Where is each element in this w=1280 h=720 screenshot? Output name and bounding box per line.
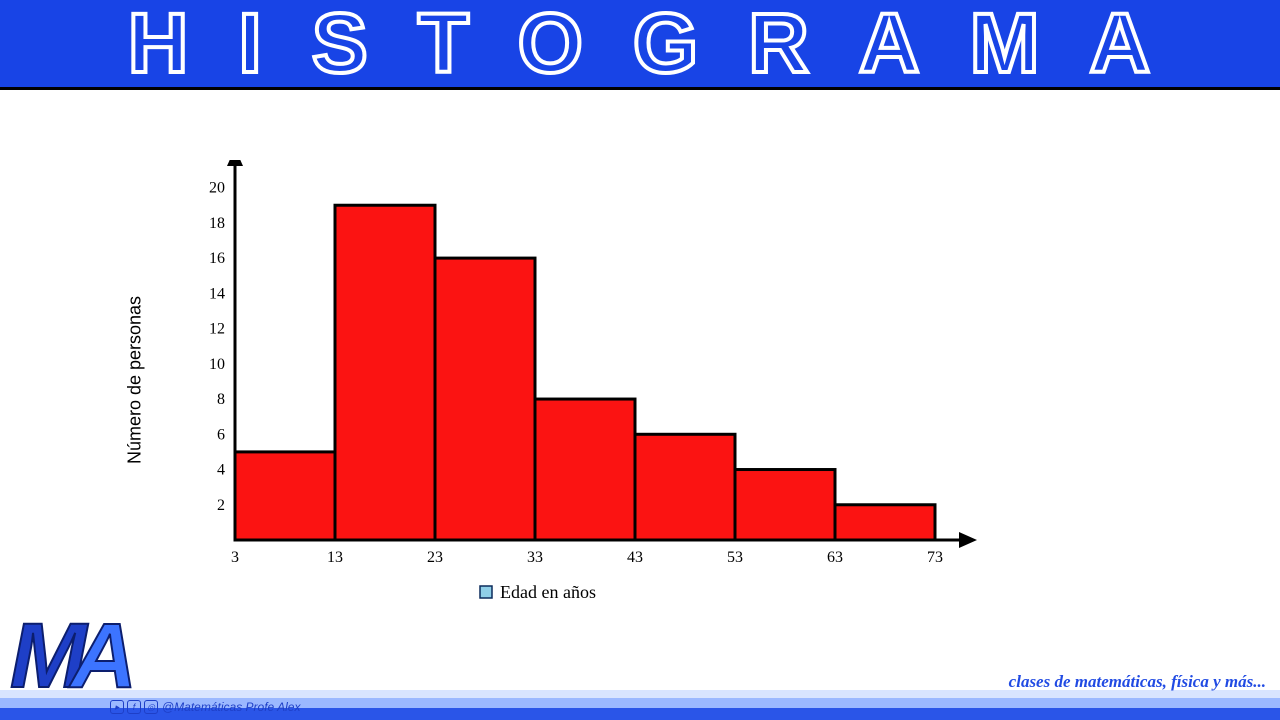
x-axis-arrow xyxy=(959,532,977,548)
page-title: HISTOGRAMA xyxy=(128,0,1200,92)
y-tick-label: 14 xyxy=(209,285,225,302)
histogram-bar xyxy=(635,434,735,540)
y-tick-label: 16 xyxy=(209,250,225,267)
channel-logo: MA xyxy=(10,604,200,714)
x-tick-label: 43 xyxy=(627,549,643,566)
y-tick-label: 8 xyxy=(217,391,225,408)
y-axis-arrow xyxy=(227,160,243,166)
x-axis-label: Edad en años xyxy=(500,582,596,602)
x-tick-label: 13 xyxy=(327,549,343,566)
histogram-chart: Número de personas 246810121416182031323… xyxy=(175,160,1005,600)
histogram-bar xyxy=(435,258,535,540)
x-tick-label: 33 xyxy=(527,549,543,566)
x-tick-label: 23 xyxy=(427,549,443,566)
social-icons: ▸ f ◎ xyxy=(110,700,158,714)
histogram-bar xyxy=(735,470,835,540)
title-banner: HISTOGRAMA xyxy=(0,0,1280,90)
social-handle: ▸ f ◎ @Matemáticas Profe Alex xyxy=(110,700,300,714)
y-tick-label: 18 xyxy=(209,215,225,232)
handle-text: @Matemáticas Profe Alex xyxy=(162,700,300,714)
y-tick-label: 4 xyxy=(217,462,225,479)
facebook-icon: f xyxy=(127,700,141,714)
x-tick-label: 53 xyxy=(727,549,743,566)
histogram-bar xyxy=(235,452,335,540)
x-tick-label: 73 xyxy=(927,549,943,566)
logo-letter-a: A xyxy=(71,605,121,707)
legend-marker xyxy=(480,586,492,598)
x-tick-label: 63 xyxy=(827,549,843,566)
footer-tagline: clases de matemáticas, física y más... xyxy=(1009,672,1266,692)
y-tick-label: 10 xyxy=(209,356,225,373)
y-tick-label: 6 xyxy=(217,426,225,443)
y-tick-label: 2 xyxy=(217,497,225,514)
logo-letter-m: M xyxy=(10,605,71,707)
chart-svg: 2 4 6 8 10 12 14 16 18 20 3 13 23 33 43 53 63 73 Edad en a… xyxy=(175,160,1005,630)
instagram-icon: ◎ xyxy=(144,700,158,714)
y-tick-label: 20 xyxy=(209,180,225,197)
histogram-bar xyxy=(535,399,635,540)
histogram-bar xyxy=(335,205,435,540)
y-axis-label: Número de personas xyxy=(125,296,146,464)
youtube-icon: ▸ xyxy=(110,700,124,714)
y-tick-label: 12 xyxy=(209,321,225,338)
x-tick-label: 3 xyxy=(231,549,239,566)
histogram-bar xyxy=(835,505,935,540)
